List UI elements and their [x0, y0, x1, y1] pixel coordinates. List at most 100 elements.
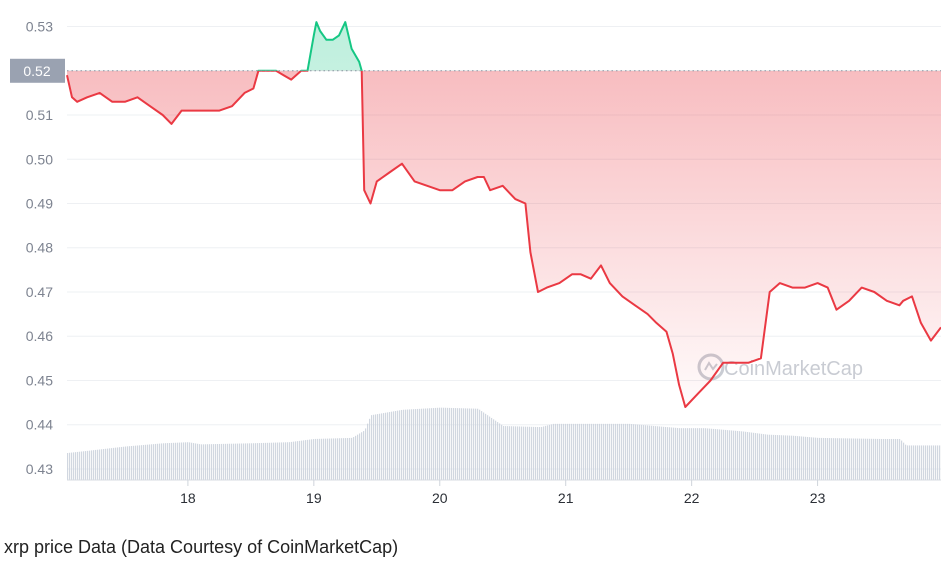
- volume-bar: [185, 442, 187, 480]
- volume-bar: [617, 423, 619, 480]
- volume-bar: [371, 415, 373, 480]
- volume-bar: [713, 428, 715, 480]
- volume-bar: [417, 408, 419, 480]
- volume-bar: [347, 438, 349, 480]
- volume-bar: [833, 438, 835, 480]
- volume-bar: [201, 444, 203, 480]
- volume-bar: [373, 414, 375, 480]
- volume-bar: [501, 424, 503, 480]
- volume-bar: [233, 443, 235, 480]
- volume-bar: [873, 438, 875, 480]
- volume-bar: [217, 444, 219, 480]
- volume-bar: [311, 439, 313, 480]
- volume-bar: [863, 438, 865, 480]
- volume-bar: [747, 432, 749, 480]
- y-axis: 0.43 0.44 0.45 0.46 0.47 0.48 0.49 0.50 0.51 0.53: [26, 19, 53, 477]
- volume-bar: [367, 423, 369, 480]
- volume-bar: [749, 432, 751, 480]
- volume-bar: [71, 452, 73, 480]
- volume-bar: [495, 420, 497, 480]
- volume-bar: [289, 442, 291, 480]
- volume-bar: [865, 438, 867, 480]
- volume-bar: [75, 452, 77, 480]
- volume-bar: [611, 423, 613, 480]
- volume-bar: [205, 444, 207, 480]
- volume-bar: [167, 443, 169, 480]
- volume-bar: [425, 408, 427, 480]
- volume-bar: [575, 423, 577, 480]
- volume-bar: [441, 407, 443, 480]
- volume-bar: [539, 427, 541, 480]
- volume-bar: [831, 438, 833, 480]
- volume-bar: [361, 432, 363, 480]
- volume-bar: [307, 439, 309, 480]
- volume-bar: [519, 426, 521, 480]
- volume-bar: [73, 452, 75, 480]
- volume-bar: [319, 438, 321, 480]
- volume-bar: [661, 426, 663, 480]
- volume-bar: [343, 438, 345, 480]
- volume-bar: [177, 442, 179, 480]
- volume-bar: [165, 443, 167, 480]
- volume-bar: [553, 423, 555, 480]
- volume-bar: [187, 442, 189, 480]
- volume-bar: [231, 443, 233, 480]
- volume-bar: [583, 423, 585, 480]
- volume-bar: [503, 426, 505, 480]
- volume-bar: [453, 408, 455, 480]
- volume-bar: [889, 438, 891, 480]
- volume-bar: [855, 438, 857, 480]
- volume-bar: [331, 438, 333, 480]
- volume-bar: [323, 438, 325, 480]
- volume-bar: [795, 435, 797, 480]
- volume-bar: [189, 442, 191, 480]
- volume-bar: [599, 423, 601, 480]
- volume-bar: [689, 428, 691, 480]
- volume-bar: [565, 423, 567, 480]
- volume-bar: [613, 423, 615, 480]
- volume-bar: [569, 423, 571, 480]
- volume-bar: [939, 445, 941, 480]
- volume-bar: [633, 424, 635, 480]
- volume-bar: [647, 425, 649, 480]
- volume-bar: [455, 408, 457, 480]
- y-tick-label: 0.45: [26, 372, 53, 388]
- volume-bar: [499, 423, 501, 480]
- volume-bar: [121, 446, 123, 480]
- volume-bar: [561, 423, 563, 480]
- y-tick-label: 0.46: [26, 328, 53, 344]
- volume-bar: [283, 442, 285, 480]
- volume-bar: [437, 407, 439, 480]
- reference-badge: [10, 58, 65, 83]
- volume-bar: [529, 426, 531, 480]
- volume-bar: [427, 408, 429, 480]
- price-area-fill: [67, 22, 941, 407]
- volume-bar: [411, 409, 413, 480]
- volume-bar: [287, 442, 289, 480]
- volume-bar: [107, 448, 109, 480]
- volume-bar: [209, 444, 211, 480]
- volume-bar: [653, 425, 655, 480]
- volume-bar: [357, 434, 359, 480]
- volume-bar: [719, 429, 721, 480]
- volume-bar: [907, 445, 909, 480]
- volume-bar: [641, 424, 643, 480]
- volume-bar: [393, 411, 395, 480]
- volume-bar: [513, 426, 515, 480]
- volume-bar: [175, 442, 177, 480]
- volume-bar: [897, 438, 899, 480]
- volume-bar: [607, 423, 609, 480]
- volume-bar: [111, 448, 113, 480]
- volume-bar: [259, 443, 261, 480]
- y-tick-label: 0.50: [26, 151, 53, 167]
- volume-bar: [895, 438, 897, 480]
- volume-bar: [181, 442, 183, 480]
- volume-bar: [229, 443, 231, 480]
- volume-bar: [763, 434, 765, 480]
- volume-bar: [811, 437, 813, 480]
- volume-bar: [925, 445, 927, 480]
- volume-bar: [273, 442, 275, 480]
- volume-bar: [123, 446, 125, 480]
- volume-bar: [579, 423, 581, 480]
- volume-bar: [923, 445, 925, 480]
